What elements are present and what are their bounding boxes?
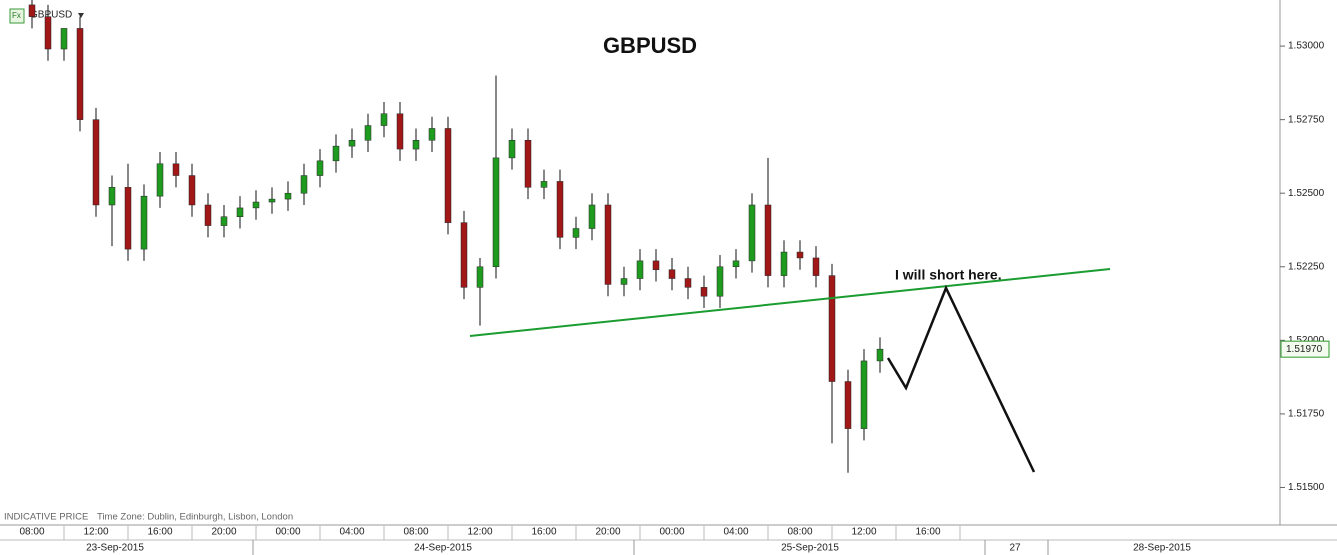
time-label: 08:00 xyxy=(787,527,812,538)
fx-icon xyxy=(9,8,25,24)
candle-body xyxy=(828,275,836,382)
candle-body xyxy=(268,198,276,203)
candle-body xyxy=(540,181,548,188)
candle-body xyxy=(844,381,852,429)
candle-body xyxy=(492,157,500,268)
candle-body xyxy=(332,145,340,162)
candle-body xyxy=(204,204,212,226)
candle-body xyxy=(364,125,372,141)
y-tick-label: 1.51500 xyxy=(1288,482,1325,493)
candle-body xyxy=(620,278,628,285)
fx-icon-text: Fx xyxy=(12,11,21,20)
candle-body xyxy=(396,113,404,150)
candle-body xyxy=(172,163,180,176)
candle-body xyxy=(44,16,52,50)
candle-body xyxy=(668,269,676,279)
time-label: 00:00 xyxy=(275,527,300,538)
time-label: 16:00 xyxy=(915,527,940,538)
time-label: 12:00 xyxy=(467,527,492,538)
candle-body xyxy=(348,139,356,147)
time-label: 16:00 xyxy=(147,527,172,538)
y-tick-label: 1.53000 xyxy=(1288,41,1325,52)
candles xyxy=(28,0,884,473)
candle-body xyxy=(524,139,532,188)
candle-body xyxy=(876,348,884,362)
candle-body xyxy=(124,187,132,250)
candle-body xyxy=(220,216,228,226)
time-label: 12:00 xyxy=(83,527,108,538)
candle-body xyxy=(188,175,196,206)
candle-body xyxy=(156,163,164,197)
candle-body xyxy=(76,28,84,120)
candle-body xyxy=(860,360,868,429)
candle-body xyxy=(316,160,324,176)
candle-body xyxy=(92,119,100,206)
candle-body xyxy=(780,251,788,276)
candle-body xyxy=(140,195,148,250)
candle-body xyxy=(412,139,420,150)
time-label: 08:00 xyxy=(403,527,428,538)
candle-body xyxy=(428,128,436,141)
time-label: 00:00 xyxy=(659,527,684,538)
projection-path xyxy=(886,284,1036,473)
time-label: 08:00 xyxy=(19,527,44,538)
time-zone: Time Zone: Dublin, Edinburgh, Lisbon, Lo… xyxy=(97,512,293,523)
time-label: 20:00 xyxy=(211,527,236,538)
candle-body xyxy=(572,228,580,238)
candle-body xyxy=(588,204,596,229)
candle-body xyxy=(748,204,756,262)
candle-body xyxy=(460,222,468,288)
y-tick-label: 1.52750 xyxy=(1288,114,1325,125)
candle-body xyxy=(652,260,660,270)
candle-body xyxy=(380,113,388,126)
y-tick-label: 1.52000 xyxy=(1288,335,1325,346)
footer: INDICATIVE PRICE xyxy=(4,512,88,523)
candle-body xyxy=(108,187,116,206)
candle-body xyxy=(684,278,692,288)
candle-body xyxy=(732,260,740,268)
candle-body xyxy=(300,175,308,194)
candle-body xyxy=(60,28,68,50)
time-label: 16:00 xyxy=(531,527,556,538)
date-label: 27 xyxy=(1009,543,1021,554)
candle-body xyxy=(764,204,772,276)
candle-body xyxy=(636,260,644,279)
candle-body xyxy=(556,181,564,238)
candle-body xyxy=(444,128,452,223)
candle-body xyxy=(476,266,484,288)
candle-body xyxy=(236,207,244,217)
chart-title: GBPUSD xyxy=(603,33,697,58)
symbol[interactable]: GBPUSD xyxy=(30,10,72,21)
candle-body xyxy=(700,287,708,297)
date-label: 28-Sep-2015 xyxy=(1133,543,1191,554)
annotation: I will short here. xyxy=(895,267,1002,283)
candle-body xyxy=(284,192,292,200)
date-label: 25-Sep-2015 xyxy=(781,543,839,554)
last-price-label: 1.51970 xyxy=(1286,344,1323,355)
time-label: 12:00 xyxy=(851,527,876,538)
y-tick-label: 1.51750 xyxy=(1288,409,1325,420)
candle-body xyxy=(716,266,724,297)
candle-body xyxy=(508,139,516,159)
time-label: 04:00 xyxy=(723,527,748,538)
trendline xyxy=(469,268,1111,337)
time-label: 04:00 xyxy=(339,527,364,538)
candle-body xyxy=(796,251,804,259)
time-label: 20:00 xyxy=(595,527,620,538)
candle-body xyxy=(28,4,36,17)
candle-body xyxy=(812,257,820,276)
date-label: 24-Sep-2015 xyxy=(414,543,472,554)
candle-body xyxy=(252,201,260,209)
candle-body xyxy=(604,204,612,285)
y-tick-label: 1.52500 xyxy=(1288,188,1325,199)
date-label: 23-Sep-2015 xyxy=(86,543,144,554)
last-price-box xyxy=(1280,340,1330,358)
y-tick-label: 1.52250 xyxy=(1288,261,1325,272)
symbol-dropdown[interactable] xyxy=(78,13,84,18)
